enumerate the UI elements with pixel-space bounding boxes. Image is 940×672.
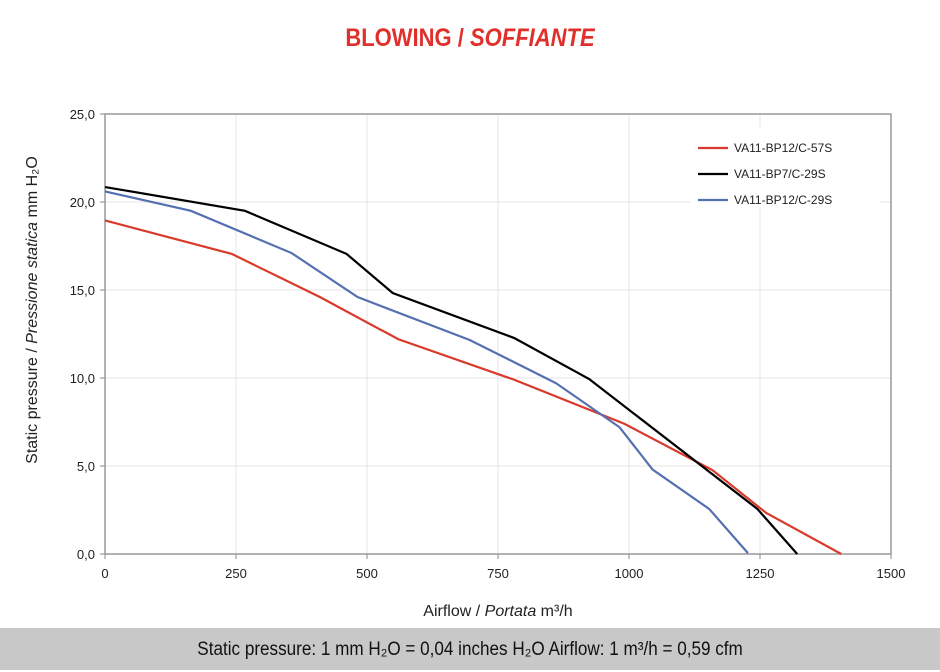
- series-line: [104, 185, 799, 555]
- legend-label: VA11-BP12/C-57S: [734, 141, 832, 155]
- x-tick-label: 1000: [615, 566, 644, 581]
- y-tick-label: 0,0: [77, 547, 95, 562]
- y-tick-label: 20,0: [70, 195, 95, 210]
- y-tick-label: 5,0: [77, 459, 95, 474]
- x-tick-label: 1500: [877, 566, 906, 581]
- y-tick-label: 25,0: [70, 107, 95, 122]
- chart-title: BLOWING / SOFFIANTE: [56, 24, 883, 53]
- legend-box: [690, 128, 880, 208]
- x-tick-label: 0: [101, 566, 108, 581]
- title-text: BLOWING /: [345, 24, 464, 52]
- series-line: [104, 219, 842, 555]
- x-tick-label: 500: [356, 566, 378, 581]
- x-tick-label: 250: [225, 566, 247, 581]
- plot-frame: [104, 113, 892, 555]
- conversion-footer: Static pressure: 1 mm H₂O = 0,04 inches …: [0, 628, 940, 670]
- footer-text: Static pressure: 1 mm H₂O = 0,04 inches …: [197, 639, 743, 660]
- x-tick-label: 750: [487, 566, 509, 581]
- title-italic: SOFFIANTE: [470, 24, 595, 52]
- legend-label: VA11-BP12/C-29S: [734, 193, 832, 207]
- x-tick-label: 1250: [746, 566, 775, 581]
- x-axis-label: Airflow / Portata m³/h: [423, 603, 572, 620]
- legend-label: VA11-BP7/C-29S: [734, 167, 826, 181]
- series-line: [104, 190, 749, 554]
- y-tick-label: 10,0: [70, 371, 95, 386]
- y-tick-label: 15,0: [70, 283, 95, 298]
- chart: 0 250 500 750 1000 1250 1500 0,0 5,0 10,0 15,0 20,0…: [24, 107, 906, 620]
- y-axis-label: Static pressure / Pressione statica mm H…: [24, 156, 41, 464]
